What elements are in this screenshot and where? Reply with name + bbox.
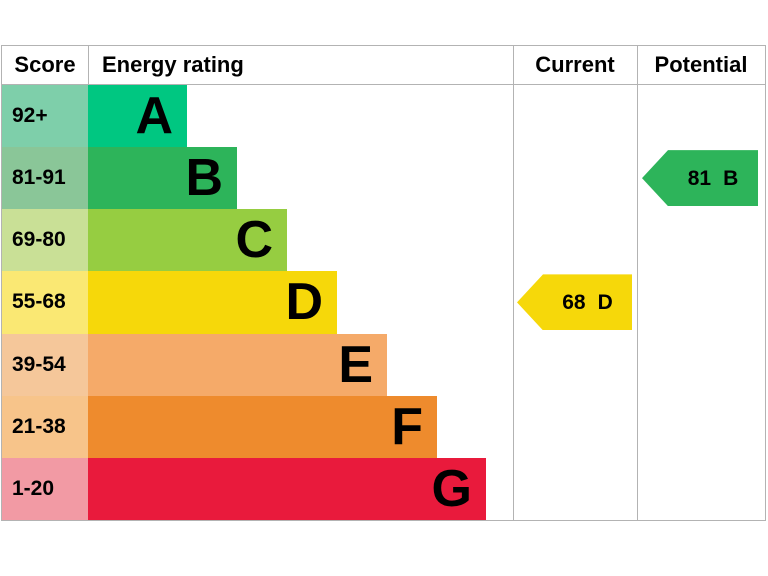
band-letter: F [391,397,423,456]
score-range-label: 39-54 [2,333,88,396]
score-range-label: 92+ [2,85,88,148]
epc-rating-chart: Score Energy rating Current Potential 92… [1,45,766,521]
band-bar: A [88,85,187,148]
current-rating-arrow: 68 D [517,274,632,331]
rating-bands: 92+ A 81-91 B 69-80 C 55-68 D 39-54 E 21… [2,85,765,520]
band-row-f: 21-38 F [2,395,765,458]
energy-rating-column-header: Energy rating [102,52,244,77]
current-column-border [513,46,514,520]
band-row-d: 55-68 D [2,271,765,334]
current-rating-letter: D [597,290,613,314]
band-bar: C [88,209,287,272]
score-energy-divider [88,46,89,84]
band-bar: G [88,457,486,520]
band-row-a: 92+ A [2,85,765,148]
current-score-value: 68 [562,290,586,314]
band-bar: B [88,147,237,210]
band-bar: E [88,333,387,396]
score-range-label: 55-68 [2,271,88,334]
band-letter: D [285,273,323,332]
potential-rating-arrow: 81 B [642,150,758,207]
band-letter: E [338,335,373,394]
potential-column-border [637,46,638,520]
chart-header-row: Score Energy rating Current Potential [2,46,765,85]
band-row-g: 1-20 G [2,457,765,520]
band-letter: B [185,149,223,208]
score-range-label: 21-38 [2,395,88,458]
band-letter: C [235,211,273,270]
band-letter: A [135,87,173,146]
band-row-c: 69-80 C [2,209,765,272]
potential-score-value: 81 [687,166,712,190]
potential-rating-letter: B [723,166,739,190]
current-column-header: Current [535,52,615,77]
band-bar: D [88,271,337,334]
potential-column-header: Potential [654,52,748,77]
band-row-b: 81-91 B [2,147,765,210]
band-letter: G [431,459,472,518]
score-range-label: 1-20 [2,457,88,520]
band-bar: F [88,395,437,458]
score-column-header: Score [14,52,76,77]
score-range-label: 81-91 [2,147,88,210]
band-row-e: 39-54 E [2,333,765,396]
score-range-label: 69-80 [2,209,88,272]
